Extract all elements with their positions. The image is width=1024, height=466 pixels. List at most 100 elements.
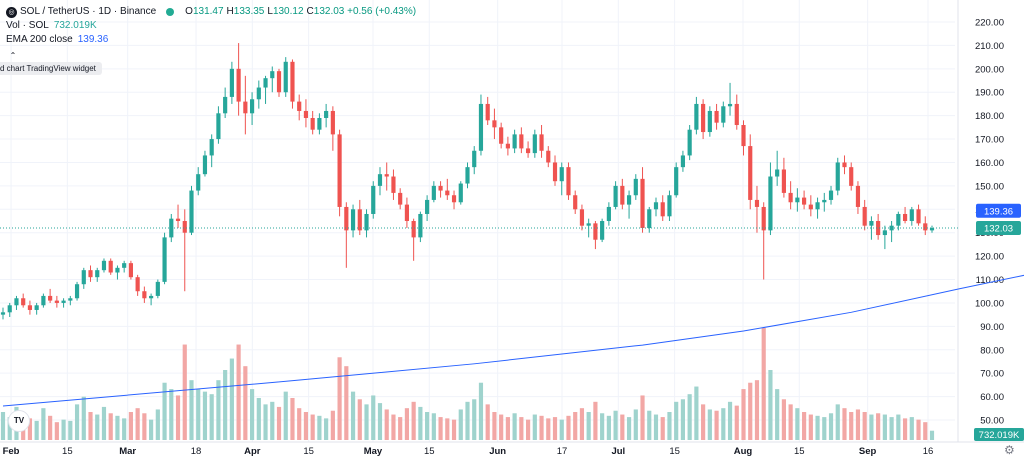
candle-body (633, 178, 638, 196)
volume-bar (869, 414, 874, 440)
volume-bar (566, 415, 571, 440)
x-tick-label: 16 (923, 446, 934, 457)
candle-body (243, 101, 248, 114)
volume-bar (855, 409, 861, 440)
x-tick-label: May (364, 446, 383, 457)
volume-bar (647, 410, 652, 440)
volume-bar (600, 413, 605, 440)
volume-bar (815, 415, 820, 440)
candle-body (324, 110, 329, 118)
symbol-row: ◎ SOL / TetherUS · 1D · Binance O 131.47 … (6, 5, 416, 19)
candle-body (411, 221, 416, 238)
volume-bar (418, 406, 423, 440)
x-tick-label: Mar (119, 446, 136, 457)
candle-body (236, 68, 241, 102)
volume-bar (149, 419, 154, 440)
volume-bar (552, 417, 558, 440)
volume-bar (606, 415, 611, 440)
candle-body (149, 295, 154, 299)
candle-body (350, 209, 356, 231)
volume-bar (74, 404, 80, 440)
volume-bar (620, 414, 625, 440)
candle-body (660, 202, 665, 217)
volume-bar (633, 409, 638, 440)
volume-bar (802, 412, 807, 440)
volume-bar (781, 399, 786, 440)
volume-bar (593, 401, 598, 440)
collapse-legend-button[interactable]: ⌃ (9, 51, 17, 60)
gear-icon[interactable]: ⚙ (1004, 443, 1015, 457)
volume-label: Vol · SOL (6, 20, 49, 31)
volume-bar (0, 412, 6, 440)
volume-bar (371, 395, 376, 440)
volume-legend-row[interactable]: Vol · SOL 732.019K (6, 19, 416, 33)
x-tick-label: Aug (734, 446, 753, 457)
volume-bar (559, 419, 564, 440)
candle-body (822, 199, 827, 203)
candle-body (714, 110, 719, 123)
chart-legend: ◎ SOL / TetherUS · 1D · Binance O 131.47 … (6, 5, 416, 47)
candle-body (472, 150, 477, 168)
candle-body (701, 103, 706, 133)
volume-bar (896, 414, 901, 440)
volume-bar (404, 408, 409, 440)
candle-body (223, 96, 228, 114)
candle-body (418, 213, 423, 238)
candle-body (748, 146, 753, 200)
y-tick-label: 60.00 (980, 392, 1004, 403)
volume-bar (202, 391, 208, 440)
volume-bar (532, 414, 537, 440)
y-tick-label: 120.00 (975, 252, 1004, 263)
candle-body (606, 206, 611, 221)
candle-body (620, 185, 625, 205)
candle-body (135, 277, 140, 292)
last-price-badge: 132.03 (984, 223, 1013, 234)
candle-body (815, 202, 820, 210)
volume-bar (68, 420, 73, 440)
y-tick-label: 100.00 (975, 298, 1004, 309)
candle-body (667, 195, 672, 217)
candle-body (754, 199, 760, 207)
candle-body (290, 61, 295, 102)
candle-body (81, 270, 86, 285)
candle-body (216, 113, 221, 140)
volume-bar (61, 419, 66, 440)
y-tick-label: 180.00 (975, 111, 1004, 122)
candle-body (546, 150, 551, 163)
candle-body (761, 206, 766, 231)
candle-body (768, 176, 773, 231)
candle-body (357, 209, 362, 231)
candle-body (532, 134, 537, 154)
candle-body (902, 213, 908, 221)
volume-bar (128, 412, 133, 440)
candle-body (835, 162, 840, 191)
candle-body (344, 206, 349, 231)
candle-body (727, 103, 733, 107)
candle-body (182, 221, 187, 233)
candle-body (593, 223, 598, 240)
candle-body (122, 263, 127, 268)
candle-body (923, 223, 928, 231)
ema-legend-row[interactable]: EMA 200 close 139.36 (6, 33, 416, 47)
candle-body (808, 204, 813, 210)
ema-price-badge: 139.36 (984, 206, 1013, 217)
close-value: 132.03 +0.56 (+0.43%) (313, 6, 417, 17)
symbol-title[interactable]: SOL / TetherUS · 1D · Binance (20, 6, 157, 17)
volume-bar (458, 409, 463, 440)
volume-bar (929, 430, 935, 440)
tradingview-logo-icon[interactable]: TV (8, 410, 30, 432)
volume-bar (727, 401, 733, 440)
volume-bar (451, 419, 457, 440)
volume-bar (101, 406, 107, 440)
candle-body (734, 103, 739, 126)
last-price-badge-bg (976, 220, 1021, 235)
candle-body (263, 78, 268, 88)
volume-bar (808, 414, 813, 440)
candle-body (337, 134, 342, 207)
candle-body (162, 237, 167, 282)
candle-body (552, 162, 558, 182)
volume-bar (196, 389, 201, 440)
x-tick-label: 17 (557, 446, 568, 457)
